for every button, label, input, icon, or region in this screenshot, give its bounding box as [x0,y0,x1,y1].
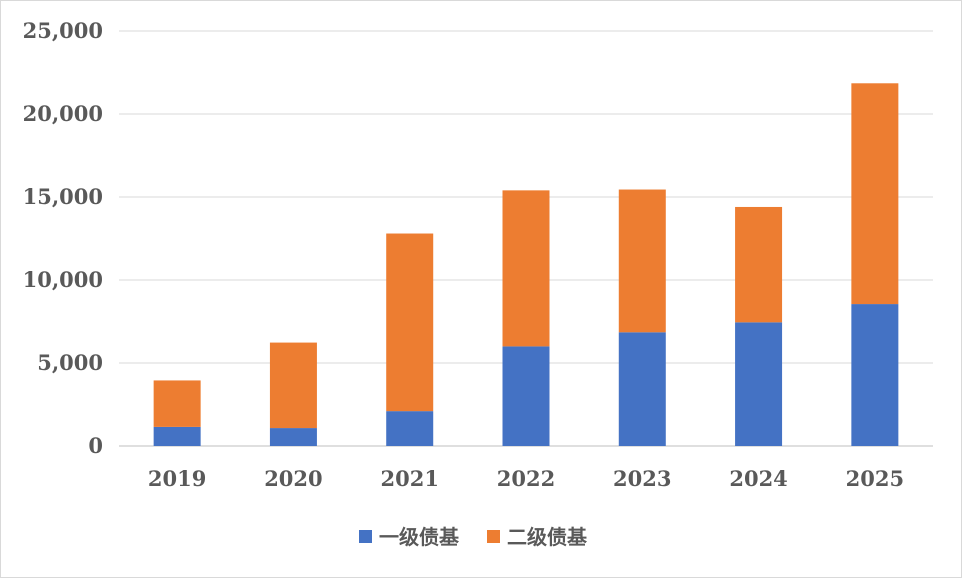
legend-swatch-1 [359,530,372,543]
bar-series1-2025 [851,304,899,446]
x-tick-label: 2023 [613,466,671,491]
bar-series2-2019 [153,380,201,427]
bar-series1-2023 [618,332,666,446]
x-tick-label: 2025 [846,466,904,491]
y-tick-label: 25,000 [23,18,103,43]
bar-series2-2020 [269,342,317,429]
y-tick-label: 10,000 [23,267,103,292]
legend: 一级债基 二级债基 [359,525,588,549]
y-tick-label: 15,000 [23,184,103,209]
y-tick-label: 5,000 [37,350,103,375]
legend-label-1: 一级债基 [379,525,460,549]
x-tick-label: 2020 [264,466,322,491]
bar-series2-2021 [386,233,434,412]
x-tick-label: 2022 [497,466,555,491]
bar-series2-2024 [735,206,783,323]
bar-series2-2023 [618,189,666,333]
y-axis: 0 5,000 10,000 15,000 20,000 25,000 [23,18,103,458]
legend-swatch-2 [487,530,500,543]
bar-series1-2024 [735,322,783,446]
bar-series2-2022 [502,190,550,347]
bar-series2-2025 [851,83,899,305]
x-tick-label: 2019 [148,466,206,491]
legend-label-2: 二级债基 [507,525,588,549]
bar-series1-2020 [269,428,317,446]
x-tick-label: 2024 [729,466,787,491]
x-tick-label: 2021 [380,466,438,491]
bar-series1-2021 [386,411,434,446]
bar-series1-2022 [502,346,550,446]
y-tick-label: 20,000 [23,101,103,126]
bar-series1-2019 [153,426,201,446]
x-axis: 2019 2020 2021 2022 2023 2024 2025 [148,466,904,491]
bars [153,83,899,446]
y-tick-label: 0 [88,433,103,458]
